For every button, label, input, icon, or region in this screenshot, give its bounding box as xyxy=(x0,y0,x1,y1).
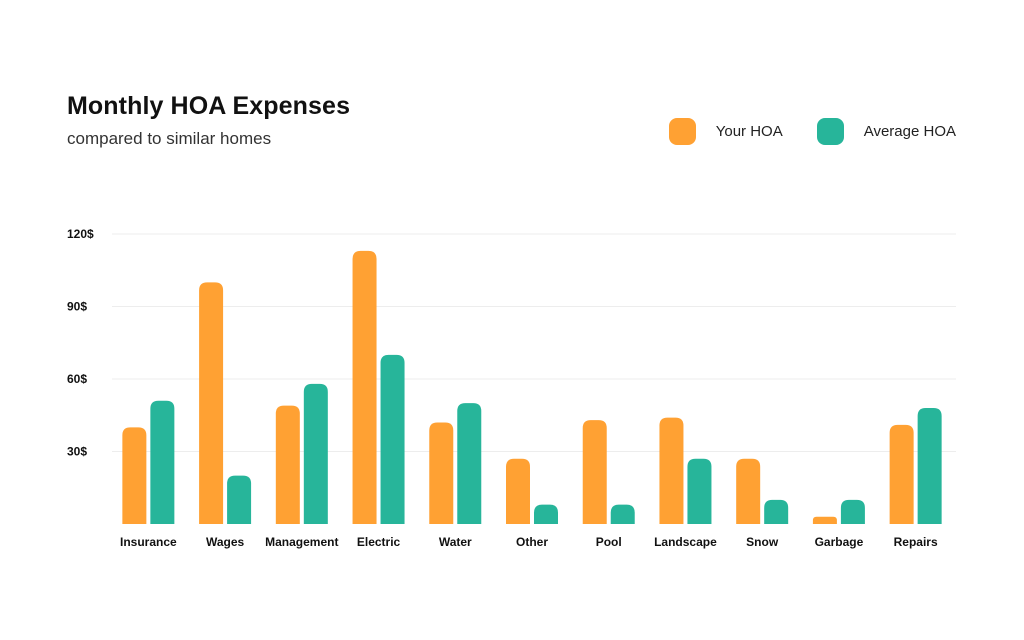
x-category-label: Insurance xyxy=(120,535,177,549)
legend-item-average-hoa: Average HOA xyxy=(816,118,956,145)
bar-your-hoa xyxy=(659,417,684,524)
bar-your-hoa xyxy=(506,458,530,524)
bar-your-hoa xyxy=(199,282,224,524)
chart-title: Monthly HOA Expenses xyxy=(67,92,351,120)
bar-average-hoa xyxy=(840,499,865,524)
x-category-label: Management xyxy=(265,535,338,549)
x-category-label: Water xyxy=(439,535,472,549)
x-category-label: Repairs xyxy=(894,535,938,549)
bar-your-hoa xyxy=(122,427,147,524)
bar-your-hoa xyxy=(429,422,454,524)
x-category-label: Wages xyxy=(206,535,245,549)
bar-your-hoa xyxy=(736,458,761,524)
bar-your-hoa xyxy=(275,405,300,524)
bar-your-hoa xyxy=(352,250,377,524)
bar-average-hoa xyxy=(687,458,712,524)
bar-your-hoa xyxy=(889,424,914,524)
y-tick-label: 60$ xyxy=(67,372,87,386)
bar-average-hoa xyxy=(380,354,405,524)
bar-average-hoa xyxy=(150,400,175,524)
legend-item-your-hoa: Your HOA xyxy=(668,118,783,145)
bar-your-hoa xyxy=(812,516,837,524)
x-category-label: Pool xyxy=(596,535,622,549)
x-category-label: Snow xyxy=(746,535,779,549)
x-category-label: Landscape xyxy=(654,535,717,549)
x-category-label: Other xyxy=(516,535,548,549)
y-tick-label: 30$ xyxy=(67,445,87,459)
x-category-label: Garbage xyxy=(815,535,864,549)
bar-average-hoa xyxy=(764,499,789,524)
y-tick-label: 90$ xyxy=(67,300,87,314)
chart-subtitle: compared to similar homes xyxy=(67,129,272,148)
bar-average-hoa xyxy=(534,504,558,524)
y-tick-label: 120$ xyxy=(67,227,94,241)
legend-swatch-average-hoa xyxy=(816,118,844,145)
legend: Your HOA Average HOA xyxy=(668,118,956,145)
bar-your-hoa xyxy=(582,420,607,524)
bar-average-hoa xyxy=(303,383,328,524)
legend-label-your-hoa: Your HOA xyxy=(715,123,783,140)
legend-swatch-your-hoa xyxy=(668,118,696,145)
x-category-label: Electric xyxy=(357,535,401,549)
bar-average-hoa xyxy=(227,475,252,524)
legend-label-average-hoa: Average HOA xyxy=(863,123,956,140)
bar-average-hoa xyxy=(610,504,635,524)
bar-average-hoa xyxy=(457,403,482,524)
bar-average-hoa xyxy=(917,408,942,524)
